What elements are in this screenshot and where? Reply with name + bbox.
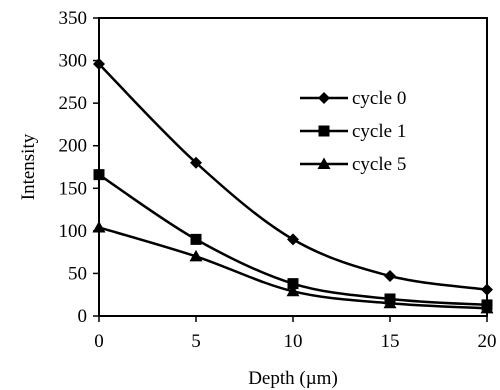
y-tick-label: 50 [68, 263, 87, 284]
x-tick-label: 20 [478, 331, 497, 352]
data-point-cycle-5 [189, 249, 203, 262]
legend: cycle 0 cycle 1 cycle 5 [300, 88, 406, 175]
plot-area-frame [98, 17, 488, 317]
legend-marker-square [318, 125, 330, 137]
y-tick-label: 200 [59, 136, 88, 157]
y-tick-label: 150 [59, 178, 88, 199]
data-point-cycle-0 [481, 283, 493, 296]
x-axis-ticks: 0 5 10 15 20 [94, 316, 497, 352]
y-tick-label: 0 [78, 306, 88, 327]
data-point-cycle-5 [383, 296, 397, 309]
data-point-cycle-1 [93, 169, 105, 181]
legend-marker-triangle [317, 157, 331, 169]
data-point-cycle-0 [93, 57, 105, 70]
legend-label: cycle 1 [352, 121, 406, 142]
data-point-cycle-5 [286, 284, 300, 297]
data-point-cycle-0 [190, 156, 202, 169]
data-point-cycle-5 [92, 220, 106, 233]
y-tick-label: 300 [59, 51, 88, 72]
legend-label: cycle 0 [352, 88, 406, 109]
y-axis-title: Intensity [18, 133, 39, 200]
legend-marker-diamond [318, 92, 330, 104]
data-point-cycle-1 [287, 278, 299, 290]
data-point-cycle-0 [384, 269, 396, 282]
x-tick-label: 0 [94, 331, 104, 352]
y-axis-ticks: 0 50 100 150 200 250 300 350 [59, 8, 99, 327]
x-axis-title: Depth (µm) [248, 368, 338, 389]
legend-label: cycle 5 [352, 154, 406, 175]
data-point-cycle-5 [480, 301, 494, 314]
y-tick-label: 250 [59, 93, 88, 114]
x-tick-label: 10 [284, 331, 303, 352]
data-point-cycle-1 [190, 233, 202, 245]
x-tick-label: 5 [191, 331, 201, 352]
series-line-cycle-0 [98, 63, 488, 291]
y-tick-label: 100 [59, 221, 88, 242]
series-layer [92, 57, 494, 314]
x-tick-label: 15 [381, 331, 400, 352]
y-tick-label: 350 [59, 8, 88, 29]
data-point-cycle-0 [287, 233, 299, 246]
